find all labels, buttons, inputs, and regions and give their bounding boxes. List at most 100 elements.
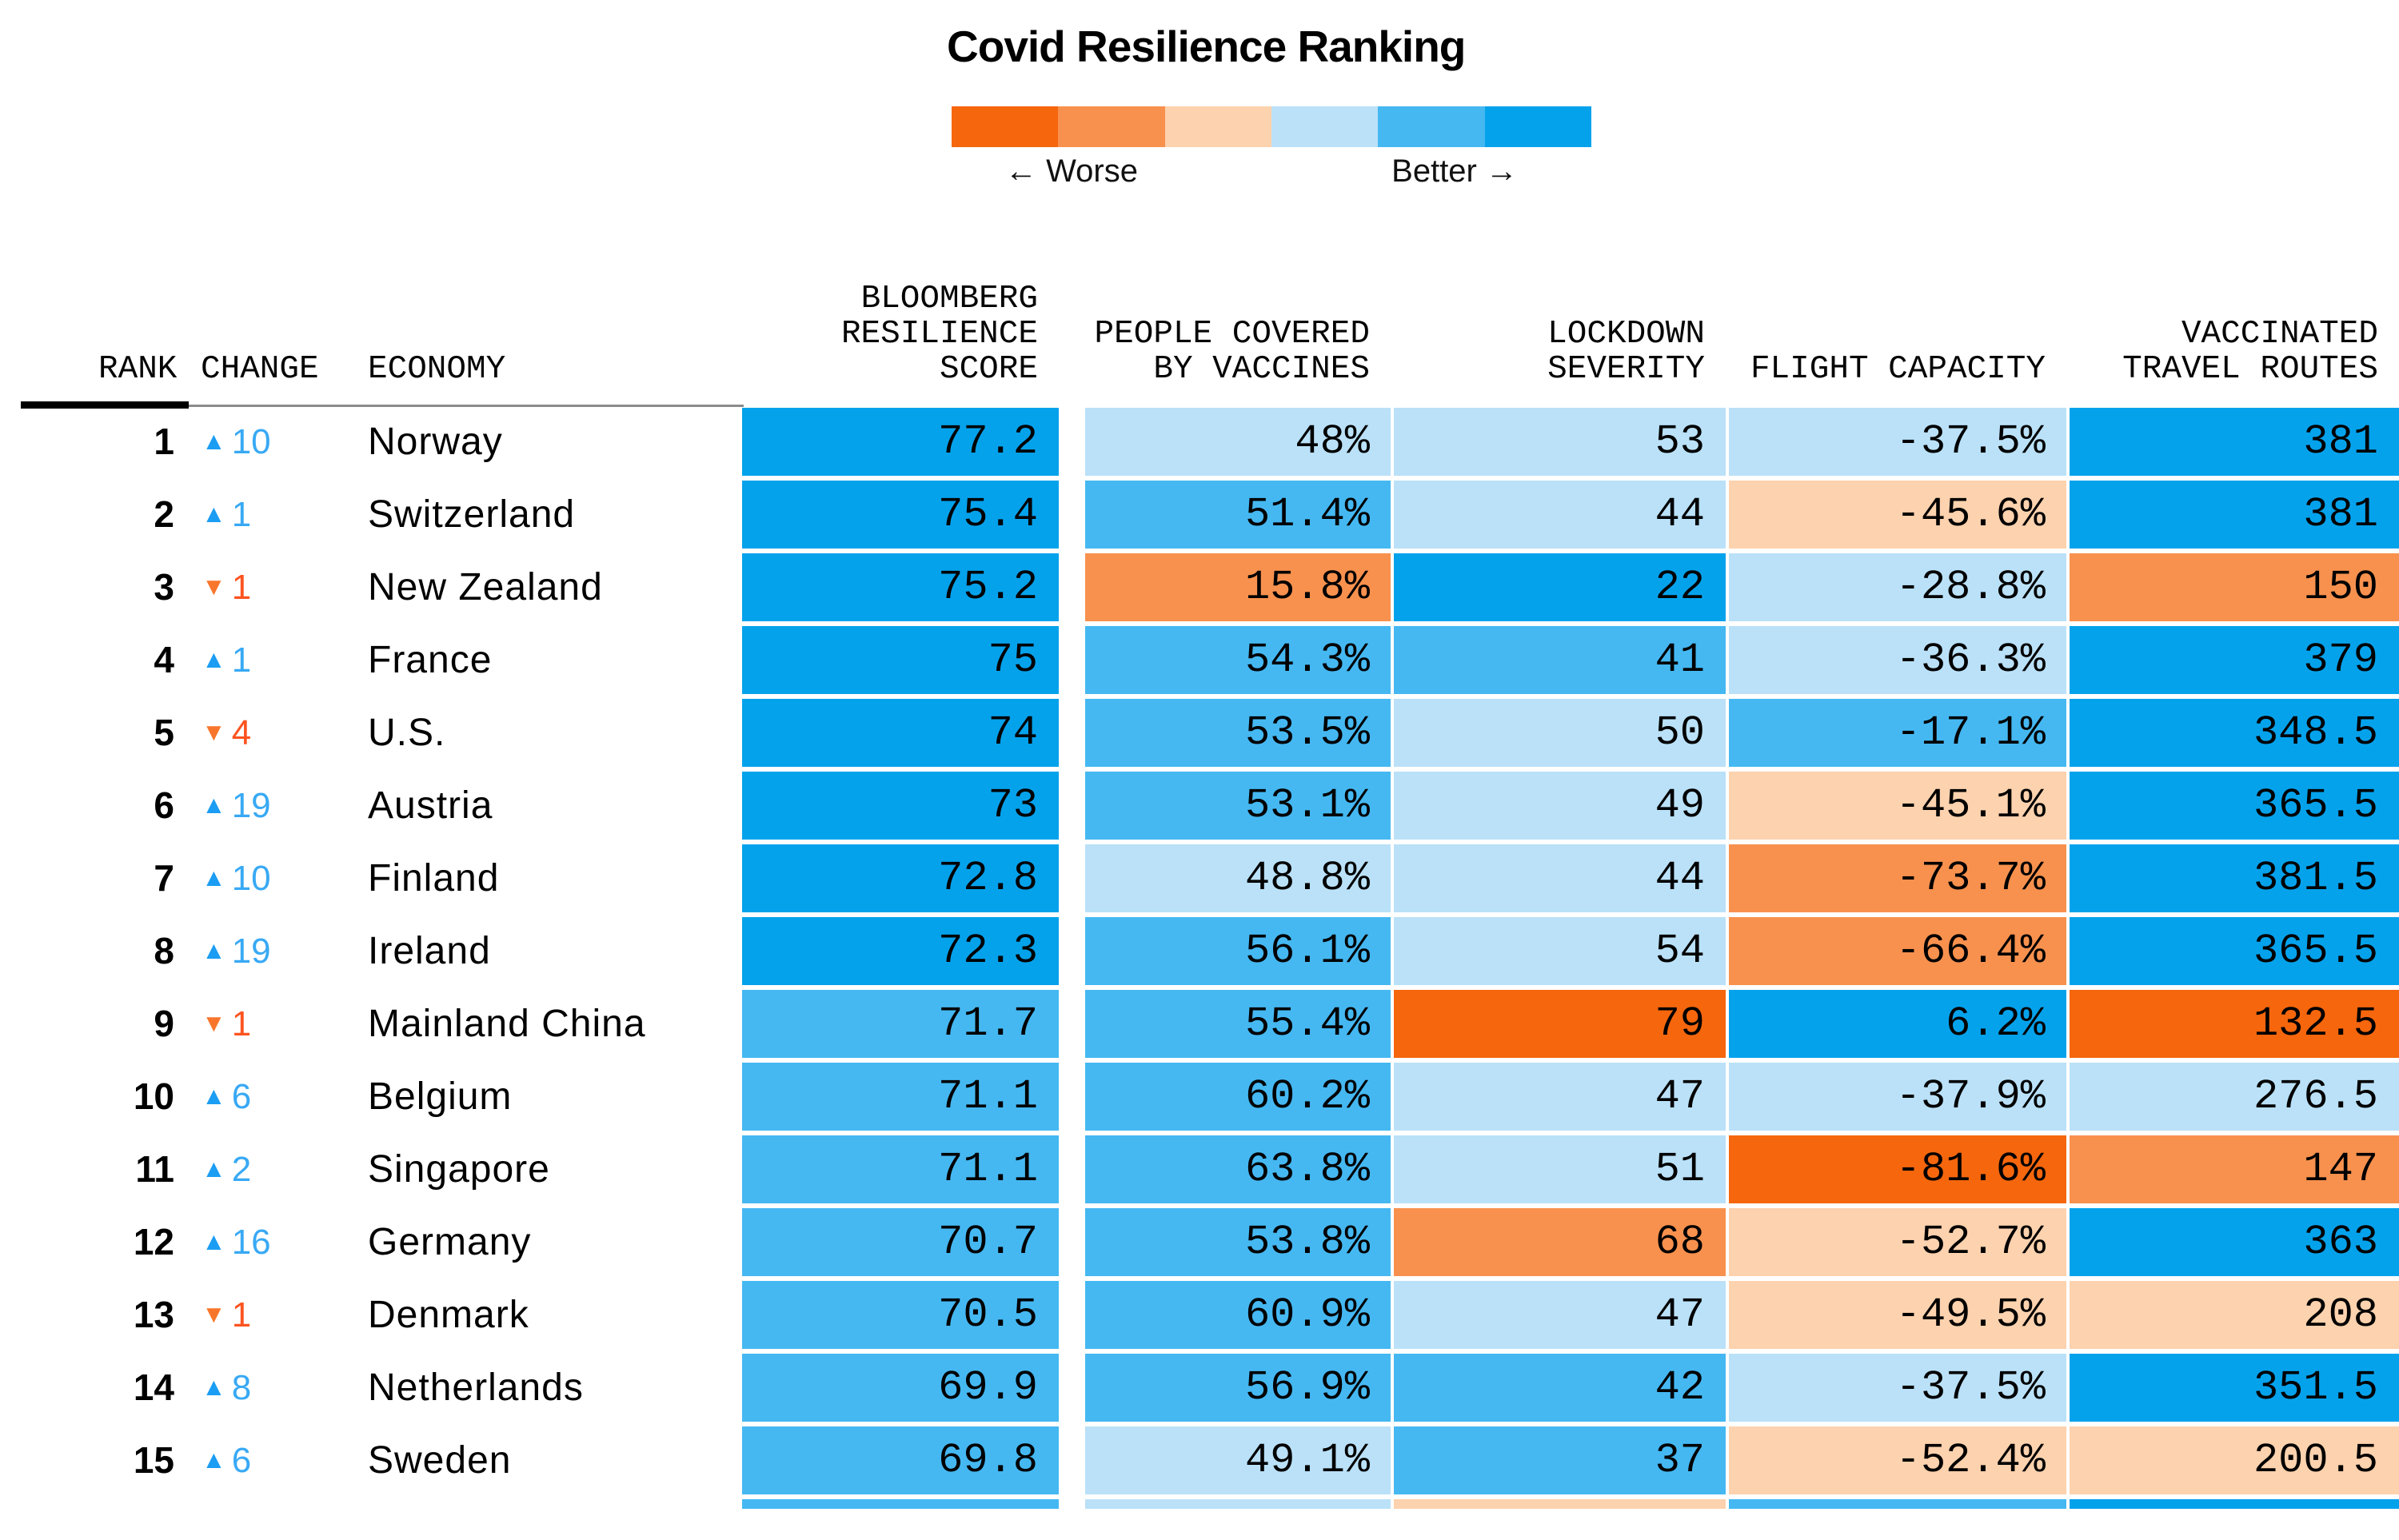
clipped-next-row — [0, 1499, 2399, 1509]
flight-cell: -52.7% — [1729, 1208, 2066, 1276]
header-line: BLOOMBERG — [860, 281, 1038, 317]
legend-color-segment — [952, 106, 1059, 147]
score-cell: 73 — [742, 772, 1059, 840]
lockdown-cell: 41 — [1394, 626, 1726, 694]
rank-value: 5 — [154, 712, 174, 753]
change-direction-icon: ▲ — [202, 645, 226, 673]
economy-name: Switzerland — [368, 493, 576, 536]
legend-color-segment — [1058, 106, 1165, 147]
lockdown-cell: 54 — [1394, 917, 1726, 985]
rank-value: 6 — [154, 784, 174, 826]
column-header-economy: ECONOMY — [368, 351, 506, 388]
vaccines-cell: 55.4% — [1085, 990, 1391, 1058]
flight-cell: -81.6% — [1729, 1135, 2066, 1203]
change-value: 19 — [231, 932, 271, 971]
flight-cell: -66.4% — [1729, 917, 2066, 985]
lockdown-cell: 37 — [1394, 1426, 1726, 1494]
rank-change: ▲ 6 — [202, 1426, 251, 1494]
economy-name: Belgium — [368, 1075, 513, 1118]
header-line: LOCKDOWN — [1547, 316, 1705, 353]
vaccines-cell — [1085, 1499, 1391, 1509]
change-direction-icon: ▼ — [202, 573, 226, 600]
vaccines-cell: 53.5% — [1085, 699, 1391, 767]
change-direction-icon: ▼ — [202, 1009, 226, 1037]
change-direction-icon: ▼ — [202, 1300, 226, 1328]
flight-cell — [1729, 1499, 2066, 1509]
vaccines-cell: 60.9% — [1085, 1281, 1391, 1349]
column-header-flight-capacity: FLIGHT CAPACITY — [1750, 352, 2046, 387]
column-header-score: BLOOMBERG RESILIENCE SCORE — [841, 281, 1038, 387]
routes-cell: 147 — [2070, 1135, 2399, 1203]
economy-name: France — [368, 639, 493, 681]
economy-name: U.S. — [368, 712, 446, 754]
economy-name: Austria — [368, 784, 493, 827]
lockdown-cell: 51 — [1394, 1135, 1726, 1203]
column-header-rank: RANK — [98, 351, 178, 388]
routes-cell: 365.5 — [2070, 917, 2399, 985]
change-value: 10 — [231, 859, 271, 898]
legend-color-segment — [1271, 106, 1379, 147]
vaccines-cell: 49.1% — [1085, 1426, 1391, 1494]
change-value: 1 — [231, 1295, 252, 1335]
change-direction-icon: ▲ — [202, 1082, 226, 1110]
score-cell: 69.9 — [742, 1354, 1059, 1422]
change-value: 2 — [231, 1150, 252, 1189]
vaccines-cell: 48.8% — [1085, 844, 1391, 912]
economy-name: Singapore — [368, 1148, 550, 1191]
rank-value: 8 — [154, 930, 174, 971]
header-line: PEOPLE COVERED — [1094, 316, 1370, 353]
rank-value: 12 — [133, 1221, 174, 1263]
change-direction-icon: ▲ — [202, 936, 226, 964]
flight-cell: -52.4% — [1729, 1426, 2066, 1494]
rank-change: ▲ 10 — [202, 844, 271, 912]
header-line: SEVERITY — [1547, 351, 1705, 388]
vaccines-cell: 60.2% — [1085, 1063, 1391, 1131]
lockdown-cell: 68 — [1394, 1208, 1726, 1276]
rank-change: ▲ 1 — [202, 626, 251, 694]
header-line: BY VACCINES — [1153, 351, 1370, 388]
score-cell: 72.8 — [742, 844, 1059, 912]
routes-cell: 200.5 — [2070, 1426, 2399, 1494]
change-direction-icon: ▲ — [202, 1155, 226, 1183]
legend-worse-label: ← Worse — [1005, 154, 1138, 189]
rank-value: 11 — [135, 1148, 174, 1190]
lockdown-cell: 44 — [1394, 481, 1726, 549]
table-row: 12 ▲ 16 Germany 70.7 53.8% 68 -52.7% 363 — [0, 1208, 2399, 1276]
table-row: 5 ▼ 4 U.S. 74 53.5% 50 -17.1% 348.5 — [0, 699, 2399, 767]
vaccines-cell: 56.1% — [1085, 917, 1391, 985]
change-value: 1 — [231, 568, 252, 607]
routes-cell: 381 — [2070, 481, 2399, 549]
flight-cell: 6.2% — [1729, 990, 2066, 1058]
flight-cell: -37.9% — [1729, 1063, 2066, 1131]
rank-value: 4 — [154, 639, 174, 680]
rank-value: 2 — [154, 493, 174, 535]
change-direction-icon: ▲ — [202, 427, 226, 455]
score-cell: 72.3 — [742, 917, 1059, 985]
legend-color-segment — [1484, 106, 1591, 147]
rank-value: 15 — [133, 1439, 174, 1481]
header-line: RESILIENCE — [840, 316, 1038, 353]
flight-cell: -45.1% — [1729, 772, 2066, 840]
table-row: 15 ▲ 6 Sweden 69.8 49.1% 37 -52.4% 200.5 — [0, 1426, 2399, 1494]
change-value: 8 — [231, 1368, 252, 1407]
lockdown-cell: 53 — [1394, 408, 1726, 476]
lockdown-cell: 42 — [1394, 1354, 1726, 1422]
score-cell: 75 — [742, 626, 1059, 694]
rank-value: 9 — [154, 1003, 174, 1044]
change-value: 6 — [231, 1077, 252, 1116]
score-cell: 70.7 — [742, 1208, 1059, 1276]
rank-value: 1 — [154, 421, 174, 462]
routes-cell: 365.5 — [2070, 772, 2399, 840]
lockdown-cell: 44 — [1394, 844, 1726, 912]
rank-change: ▲ 16 — [202, 1208, 271, 1276]
score-cell: 71.1 — [742, 1135, 1059, 1203]
score-cell: 75.4 — [742, 481, 1059, 549]
score-cell: 77.2 — [742, 408, 1059, 476]
economy-name: Ireland — [368, 930, 491, 972]
table-row: 10 ▲ 6 Belgium 71.1 60.2% 47 -37.9% 276.5 — [0, 1063, 2399, 1131]
rank-change: ▲ 1 — [202, 481, 251, 549]
legend-color-segment — [1378, 106, 1485, 147]
rank-value: 3 — [154, 566, 174, 608]
rank-change: ▼ 1 — [202, 1281, 251, 1349]
lockdown-cell: 47 — [1394, 1063, 1726, 1131]
